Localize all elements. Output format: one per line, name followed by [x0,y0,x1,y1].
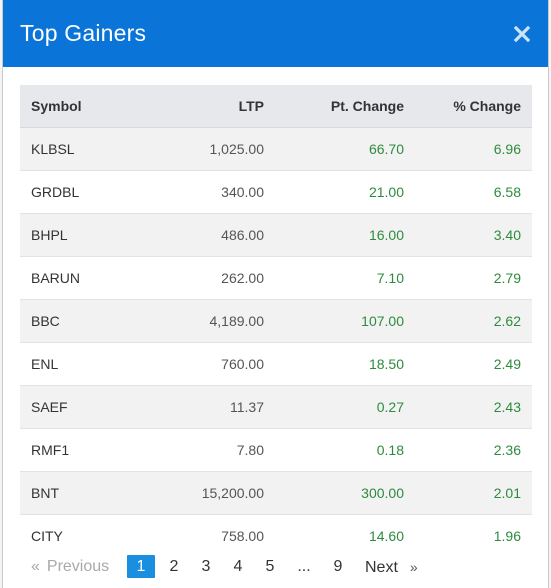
cell-ltp: 486.00 [221,226,264,243]
table-row[interactable]: BARUN 262.00 7.10 2.79 [20,256,532,299]
double-right-arrow-icon: » [409,559,418,575]
cell-pct-change: 2.62 [493,312,521,329]
table-row[interactable]: CITY 758.00 14.60 1.96 [20,514,532,557]
cell-ltp: 760.00 [221,355,264,372]
page-button-1[interactable]: 1 [127,555,155,578]
gainers-table: Symbol LTP Pt. Change % Change KLBSL 1,0… [20,85,532,558]
table-row[interactable]: BNT 15,200.00 300.00 2.01 [20,471,532,514]
page-button-9[interactable]: 9 [333,558,343,575]
cell-ltp: 15,200.00 [201,484,264,501]
table-row[interactable]: ENL 760.00 18.50 2.49 [20,342,532,385]
table-header-row: Symbol LTP Pt. Change % Change [20,85,532,128]
cell-pt-change: 0.27 [376,398,404,415]
table-row[interactable]: RMF1 7.80 0.18 2.36 [20,428,532,471]
page-button-5[interactable]: 5 [265,558,275,575]
column-header-ltp[interactable]: LTP [150,85,275,128]
cell-ltp: 4,189.00 [209,312,265,329]
cell-pct-change: 2.49 [493,355,521,372]
close-button[interactable] [512,24,532,44]
double-left-arrow-icon: « [31,558,40,575]
cell-pct-change: 6.96 [493,140,521,157]
previous-page-button: « Previous [31,555,109,579]
cell-pt-change: 14.60 [368,527,404,544]
column-header-pt-change[interactable]: Pt. Change [275,85,415,128]
cell-ltp: 262.00 [221,269,264,286]
cell-symbol: BHPL [31,226,68,243]
cell-pt-change: 16.00 [368,226,404,243]
next-page-button[interactable]: Next » [365,555,418,579]
modal-header: Top Gainers [3,0,548,67]
close-icon [514,25,530,42]
cell-pct-change: 6.58 [493,183,521,200]
next-label: Next [365,559,398,576]
cell-pct-change: 2.36 [493,441,521,458]
cell-ltp: 1,025.00 [209,140,265,157]
cell-ltp: 7.80 [236,441,264,458]
cell-pt-change: 66.70 [368,140,404,157]
table-row[interactable]: BHPL 486.00 16.00 3.40 [20,213,532,256]
cell-pt-change: 18.50 [368,355,404,372]
table-row[interactable]: SAEF 11.37 0.27 2.43 [20,385,532,428]
cell-pt-change: 7.10 [376,269,404,286]
column-header-pct-change[interactable]: % Change [415,85,532,128]
cell-symbol: ENL [31,355,59,372]
cell-pt-change: 0.18 [376,441,404,458]
cell-pct-change: 2.79 [493,269,521,286]
cell-symbol: RMF1 [31,441,70,458]
pagination: « Previous 1 2 3 4 5 ... 9 Next » [3,551,548,588]
cell-pct-change: 1.96 [493,527,521,544]
cell-symbol: GRDBL [31,183,80,200]
previous-label: Previous [46,558,110,575]
table-row[interactable]: GRDBL 340.00 21.00 6.58 [20,170,532,213]
cell-ltp: 340.00 [221,183,264,200]
cell-pct-change: 2.43 [493,398,521,415]
column-header-symbol[interactable]: Symbol [20,85,150,128]
cell-pct-change: 2.01 [493,484,521,501]
page-button-3[interactable]: 3 [201,558,211,575]
cell-symbol: BARUN [31,269,81,286]
cell-symbol: SAEF [31,398,68,415]
cell-pt-change: 107.00 [361,312,404,329]
page-button-2[interactable]: 2 [169,558,179,575]
table-row[interactable]: KLBSL 1,025.00 66.70 6.96 [20,127,532,170]
cell-symbol: BNT [31,484,59,501]
modal-body: Symbol LTP Pt. Change % Change KLBSL 1,0… [3,67,548,558]
page-ellipsis: ... [297,558,311,575]
cell-pct-change: 3.40 [493,226,521,243]
cell-symbol: KLBSL [31,140,75,157]
cell-pt-change: 300.00 [361,484,404,501]
cell-ltp: 11.37 [230,398,264,415]
cell-symbol: BBC [31,312,60,329]
cell-pt-change: 21.00 [368,183,404,200]
modal-title: Top Gainers [20,19,147,46]
page-button-4[interactable]: 4 [233,558,243,575]
cell-ltp: 758.00 [221,527,264,544]
cell-symbol: CITY [31,527,63,544]
table-row[interactable]: BBC 4,189.00 107.00 2.62 [20,299,532,342]
